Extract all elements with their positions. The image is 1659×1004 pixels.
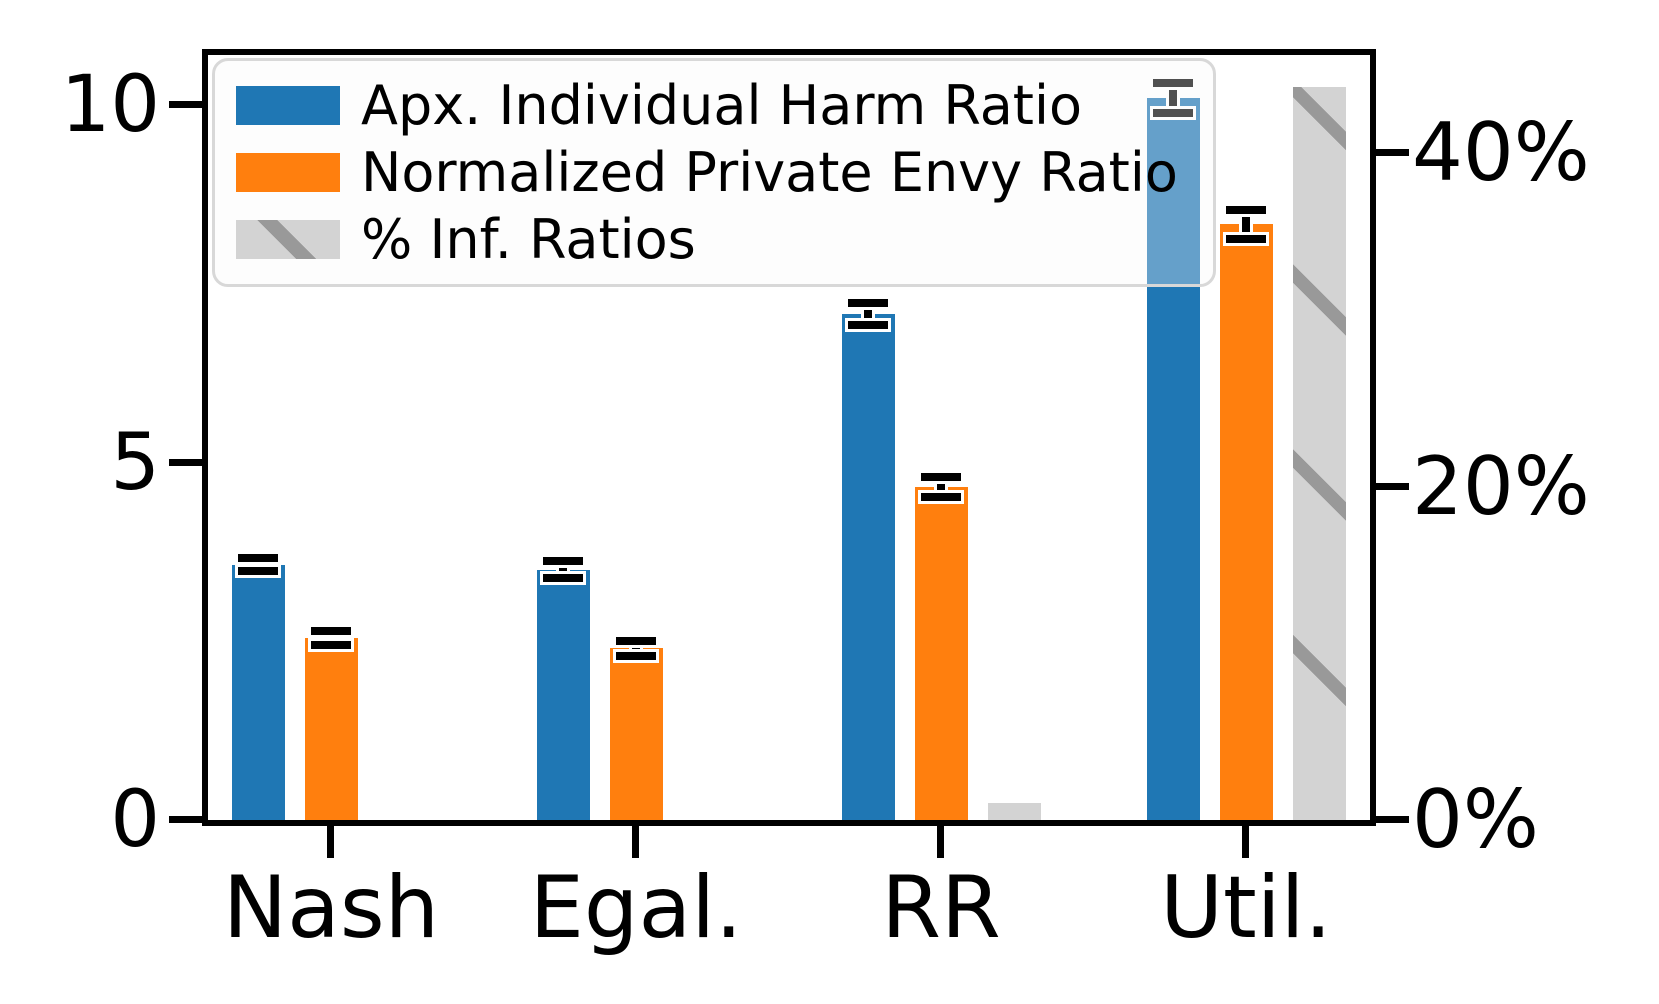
right-y-tick-label-0: 0% [1412, 773, 1539, 866]
bar-inf-util [1292, 86, 1346, 820]
x-tick-mark-nash [327, 826, 334, 858]
bar-inf-rr [987, 803, 1041, 820]
left-y-tick-mark [169, 816, 202, 823]
legend-label-envy: Normalized Private Envy Ratio [361, 140, 1178, 204]
legend-swatch-harm [236, 86, 340, 125]
error-bar-cap [613, 633, 659, 648]
right-y-tick-label-40: 40% [1412, 106, 1590, 199]
x-tick-label-rr: RR [881, 858, 1001, 958]
x-tick-mark-rr [937, 826, 944, 858]
bar-harm-egal [536, 569, 590, 820]
bar-envy-nash [304, 637, 358, 820]
plot-area [202, 49, 1376, 826]
bar-harm-rr [841, 313, 895, 820]
x-tick-label-util: Util. [1160, 858, 1332, 958]
legend: Apx. Individual Harm Ratio Normalized Pri… [212, 58, 1216, 287]
error-bar-cap [235, 551, 281, 566]
x-tick-mark-util [1242, 826, 1249, 858]
error-bar-harm-util [1166, 82, 1180, 113]
right-y-tick-label-20: 20% [1412, 440, 1590, 533]
bar-harm-util [1146, 97, 1200, 820]
error-bar-cap [1223, 203, 1269, 218]
right-y-tick-mark [1376, 483, 1409, 490]
left-y-tick-label-10: 10 [60, 60, 160, 150]
error-bar-cap [918, 469, 964, 484]
legend-entry-inf: % Inf. Ratios [236, 206, 1213, 273]
x-tick-label-egal: Egal. [529, 858, 743, 958]
error-bar-cap [235, 564, 281, 579]
left-y-tick-label-5: 5 [110, 418, 160, 508]
error-bar-cap [1150, 105, 1196, 120]
x-tick-mark-egal [632, 826, 639, 858]
error-bar-cap [540, 571, 586, 586]
legend-label-inf: % Inf. Ratios [361, 207, 696, 271]
error-bar-envy-util [1239, 210, 1253, 239]
error-bar-cap [845, 317, 891, 332]
bar-harm-nash [231, 564, 285, 820]
legend-label-harm: Apx. Individual Harm Ratio [361, 73, 1083, 137]
legend-swatch-inf [236, 220, 340, 259]
right-y-tick-mark [1376, 149, 1409, 156]
error-bar-cap [540, 554, 586, 569]
x-tick-label-nash: Nash [222, 858, 440, 958]
error-bar-cap [613, 649, 659, 664]
left-y-tick-label-0: 0 [110, 775, 160, 865]
bar-envy-util [1219, 224, 1273, 820]
error-bar-cap [308, 623, 354, 638]
right-y-tick-mark [1376, 816, 1409, 823]
error-bar-cap [1150, 75, 1196, 90]
bar-envy-egal [609, 648, 663, 820]
left-y-tick-mark [169, 459, 202, 466]
bar-envy-rr [914, 486, 968, 820]
legend-entry-envy: Normalized Private Envy Ratio [236, 139, 1213, 206]
legend-entry-harm: Apx. Individual Harm Ratio [236, 72, 1213, 139]
error-bar-cap [918, 489, 964, 504]
error-bar-cap [1223, 231, 1269, 246]
legend-swatch-envy [236, 153, 340, 192]
error-bar-cap [845, 296, 891, 311]
left-y-tick-mark [169, 101, 202, 108]
error-bar-cap [308, 637, 354, 652]
